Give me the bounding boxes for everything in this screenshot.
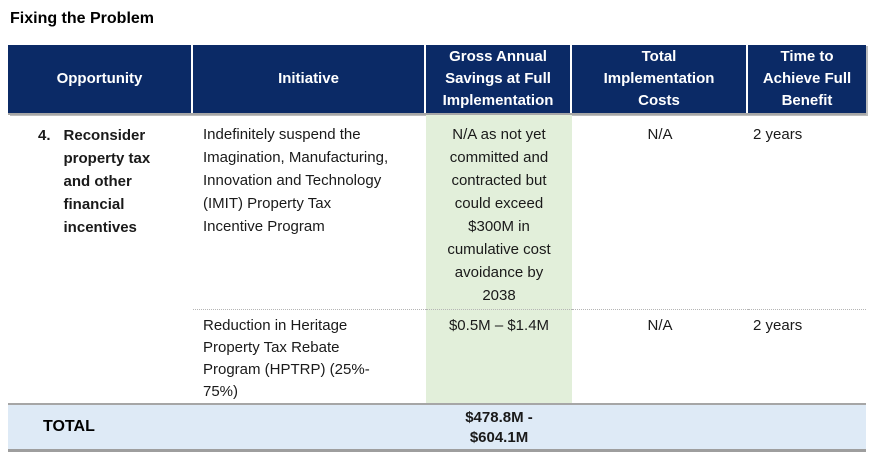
costs-cell: N/A — [572, 309, 748, 403]
total-spacer — [748, 405, 866, 449]
initiative-cell: Reduction in Heritage Property Tax Rebat… — [193, 309, 426, 403]
header-cell-opportunity: Opportunity — [8, 45, 193, 113]
savings-table: Opportunity Initiative Gross Annual Savi… — [8, 45, 866, 452]
opportunity-text: Reconsider property tax and other financ… — [63, 127, 151, 236]
header-cell-implementation-costs: Total Implementation Costs — [572, 45, 748, 113]
initiative-cell: Indefinitely suspend the Imagination, Ma… — [203, 126, 389, 235]
total-row: TOTAL $478.8M - $604.1M — [8, 403, 866, 452]
savings-cell: N/A as not yet committed and contracted … — [426, 115, 572, 309]
header-cell-initiative: Initiative — [193, 45, 426, 113]
total-label: TOTAL — [43, 418, 95, 435]
header-cell-gross-annual-savings: Gross Annual Savings at Full Implementat… — [426, 45, 572, 113]
table-row: 4. Reconsider property tax and other fin… — [8, 115, 866, 309]
total-savings-value: $478.8M - $604.1M — [465, 409, 533, 446]
table-row: Reduction in Heritage Property Tax Rebat… — [8, 309, 866, 403]
table-header-row: Opportunity Initiative Gross Annual Savi… — [8, 45, 866, 115]
time-cell: 2 years — [753, 126, 803, 143]
opportunity-number: 4. — [38, 127, 51, 144]
total-spacer — [193, 405, 426, 449]
page-title: Fixing the Problem — [10, 10, 155, 27]
opportunity-cell — [8, 309, 193, 403]
time-cell: 2 years — [748, 309, 866, 403]
opportunity-cell: 4. Reconsider property tax and other fin… — [8, 115, 193, 309]
header-cell-time-to-benefit: Time to Achieve Full Benefit — [762, 48, 852, 109]
savings-cell: $0.5M – $1.4M — [426, 309, 572, 403]
total-spacer — [572, 405, 748, 449]
costs-cell: N/A — [647, 126, 673, 143]
